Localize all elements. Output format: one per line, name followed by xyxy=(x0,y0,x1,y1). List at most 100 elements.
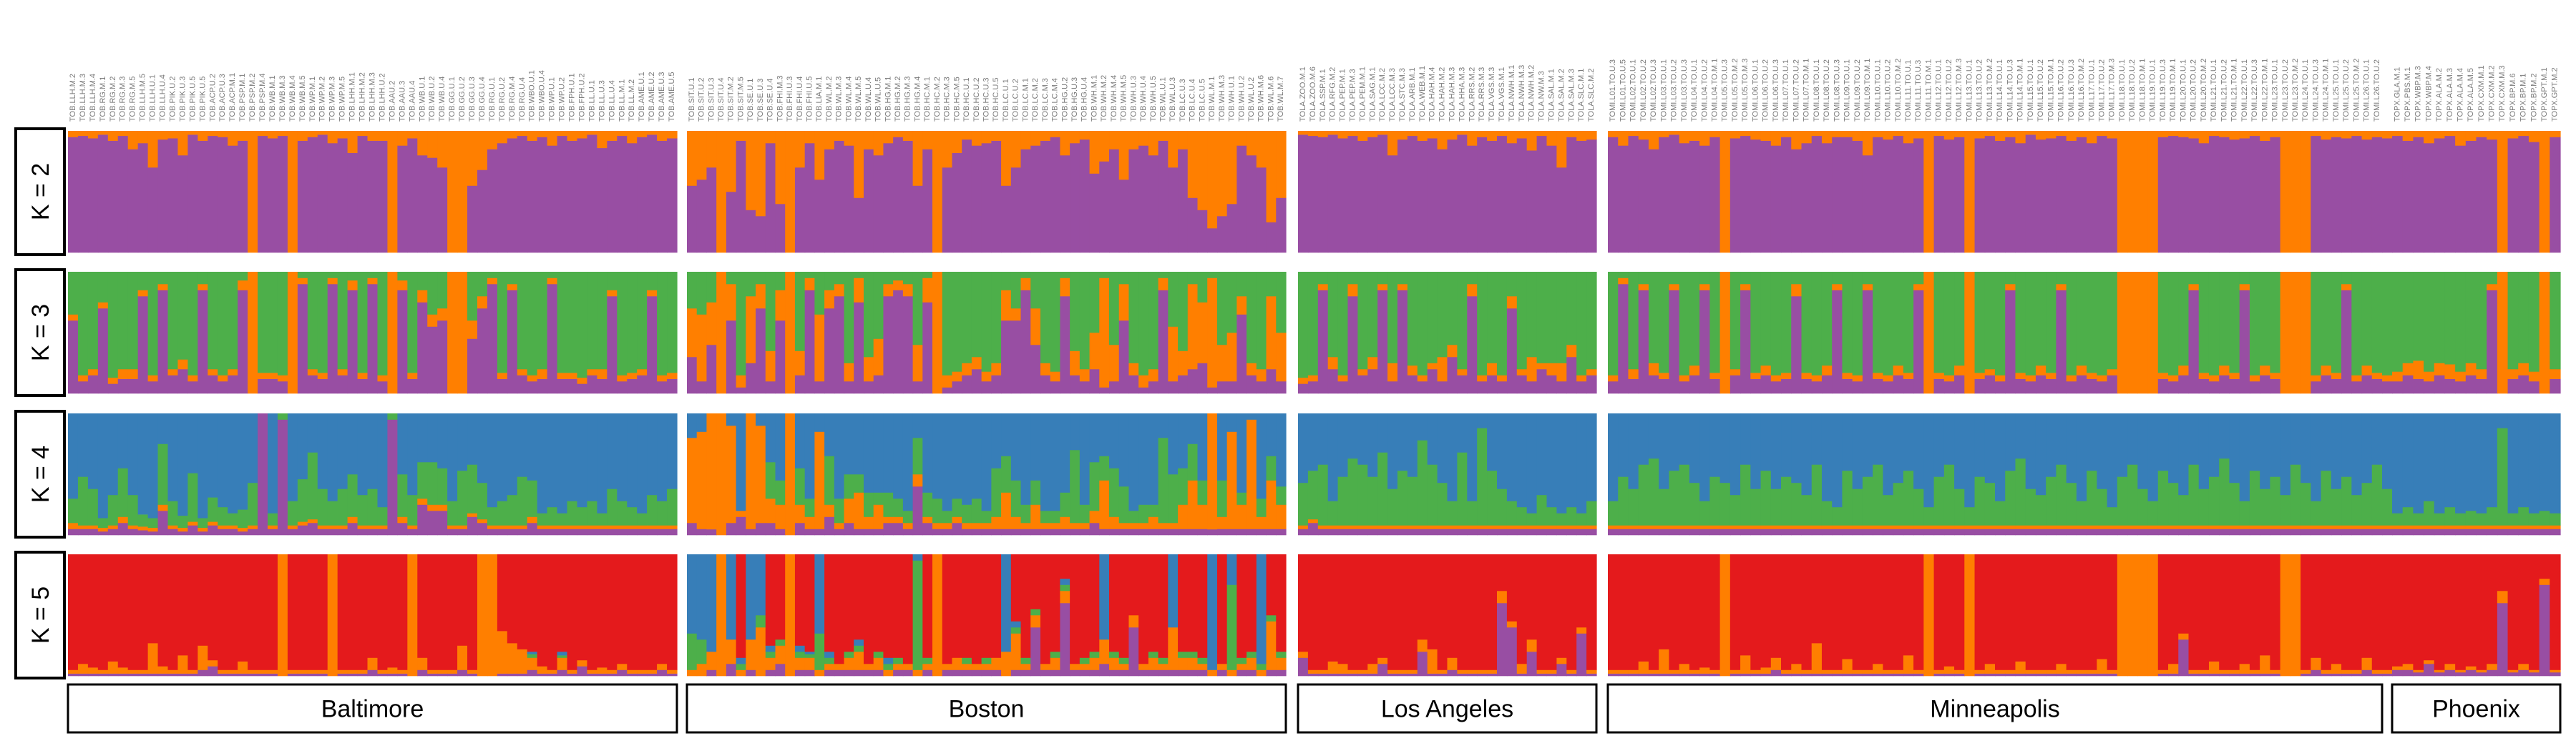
ancestry-segment xyxy=(2301,131,2311,253)
ancestry-segment xyxy=(765,413,776,463)
ancestry-segment xyxy=(2198,489,2210,526)
ancestry-segment xyxy=(1079,369,1091,382)
ancestry-segment xyxy=(1276,652,1287,658)
ancestry-segment xyxy=(1197,131,1208,210)
ancestry-segment xyxy=(794,413,806,468)
ancestry-segment xyxy=(2015,131,2026,144)
ancestry-segment xyxy=(1566,413,1577,508)
ancestry-segment xyxy=(1618,554,1629,670)
ancestry-segment xyxy=(1050,272,1061,372)
ancestry-segment xyxy=(307,272,318,370)
ancestry-segment xyxy=(1109,516,1120,529)
sample-label: TOMI.L10.TO.U.1 xyxy=(1873,59,1882,122)
ancestry-segment xyxy=(337,554,348,670)
population-label: Baltimore xyxy=(321,696,424,723)
ancestry-segment xyxy=(1118,413,1130,487)
ancestry-segment xyxy=(218,272,228,376)
ancestry-segment xyxy=(1128,511,1139,524)
ancestry-segment xyxy=(1477,381,1488,394)
ancestry-segment xyxy=(1387,673,1398,677)
ancestry-segment xyxy=(1377,452,1388,526)
ancestry-segment xyxy=(1506,525,1518,529)
sample-label: TOB.WB.M.3 xyxy=(278,75,287,122)
ancestry-segment xyxy=(2455,672,2467,677)
ancestry-segment xyxy=(1187,197,1199,253)
ancestry-segment xyxy=(1862,554,1873,670)
sample-label: TOB.WP.M.1 xyxy=(308,77,317,122)
ancestry-segment xyxy=(1893,525,1904,529)
ancestry-segment xyxy=(1760,272,1772,366)
ancestry-segment xyxy=(1246,652,1257,658)
ancestry-segment xyxy=(1337,272,1349,376)
ancestry-segment xyxy=(1457,673,1468,677)
ancestry-segment xyxy=(1618,272,1629,278)
ancestry-segment xyxy=(1566,131,1577,137)
ancestry-segment xyxy=(457,645,468,670)
structure-panel-los-angeles-k2 xyxy=(1298,131,1597,253)
ancestry-segment xyxy=(2455,145,2467,253)
ancestry-segment xyxy=(437,554,448,670)
ancestry-segment xyxy=(746,296,756,363)
ancestry-segment xyxy=(1893,365,1904,376)
ancestry-segment xyxy=(1669,525,1680,529)
ancestry-segment xyxy=(2239,664,2250,674)
ancestry-segment xyxy=(1821,143,1833,253)
ancestry-segment xyxy=(557,554,568,652)
ancestry-segment xyxy=(1128,529,1139,536)
ancestry-segment xyxy=(97,518,109,529)
ancestry-segment xyxy=(1477,272,1488,376)
ancestry-segment xyxy=(962,664,972,670)
ancestry-segment xyxy=(1477,554,1488,670)
structure-panel-los-angeles-k3 xyxy=(1298,272,1597,394)
sample-label: TOMI.L15.TO.U.1 xyxy=(2026,59,2035,122)
ancestry-segment xyxy=(87,525,99,529)
ancestry-segment xyxy=(2157,470,2169,526)
ancestry-segment xyxy=(1407,413,1418,477)
ancestry-segment xyxy=(1347,529,1358,536)
ancestry-segment xyxy=(2219,131,2230,137)
ancestry-segment xyxy=(1974,554,1986,670)
ancestry-segment xyxy=(607,413,618,489)
sample-label: TOB.AME.U.5 xyxy=(668,72,676,122)
ancestry-segment xyxy=(1984,135,1996,253)
ancestry-segment xyxy=(1974,138,1986,253)
ancestry-segment xyxy=(1367,476,1378,526)
sample-label: TOMI.L12.TO.U.2 xyxy=(1945,59,1953,122)
ancestry-segment xyxy=(824,308,835,394)
ancestry-segment xyxy=(706,131,717,168)
ancestry-segment xyxy=(1367,137,1378,253)
sample-label: TOLA.SSP.M.1 xyxy=(1319,69,1327,122)
ancestry-segment xyxy=(1801,529,1813,536)
ancestry-segment xyxy=(1943,673,1955,677)
ancestry-segment xyxy=(1158,278,1169,290)
ancestry-segment xyxy=(1307,135,1319,253)
ancestry-segment xyxy=(228,375,238,394)
ancestry-segment xyxy=(2487,529,2498,536)
ancestry-segment xyxy=(1699,145,1710,253)
ancestry-segment xyxy=(637,525,648,529)
ancestry-segment xyxy=(2107,413,2118,508)
ancestry-segment xyxy=(1347,669,1358,674)
ancestry-segment xyxy=(2413,360,2424,379)
ancestry-segment xyxy=(2528,513,2540,526)
ancestry-segment xyxy=(1709,476,1721,526)
ancestry-segment xyxy=(893,664,904,670)
ancestry-segment xyxy=(2249,525,2260,529)
ancestry-segment xyxy=(367,554,379,658)
ancestry-segment xyxy=(2117,272,2128,394)
ancestry-segment xyxy=(2392,272,2404,372)
ancestry-segment xyxy=(1246,363,1257,376)
sample-label: TOB.RG.U.4 xyxy=(518,77,527,122)
ancestry-segment xyxy=(1995,140,2006,253)
ancestry-segment xyxy=(2107,131,2118,139)
sample-label: TOMI.L09.TO.U.2 xyxy=(1853,59,1862,122)
ancestry-segment xyxy=(824,652,835,658)
ancestry-segment xyxy=(893,280,904,290)
ancestry-segment xyxy=(1526,652,1538,677)
ancestry-segment xyxy=(2198,272,2210,373)
ancestry-segment xyxy=(922,149,933,253)
ancestry-segment xyxy=(547,529,558,536)
ancestry-segment xyxy=(775,529,786,536)
ancestry-segment xyxy=(1659,131,1670,137)
ancestry-segment xyxy=(971,669,982,677)
